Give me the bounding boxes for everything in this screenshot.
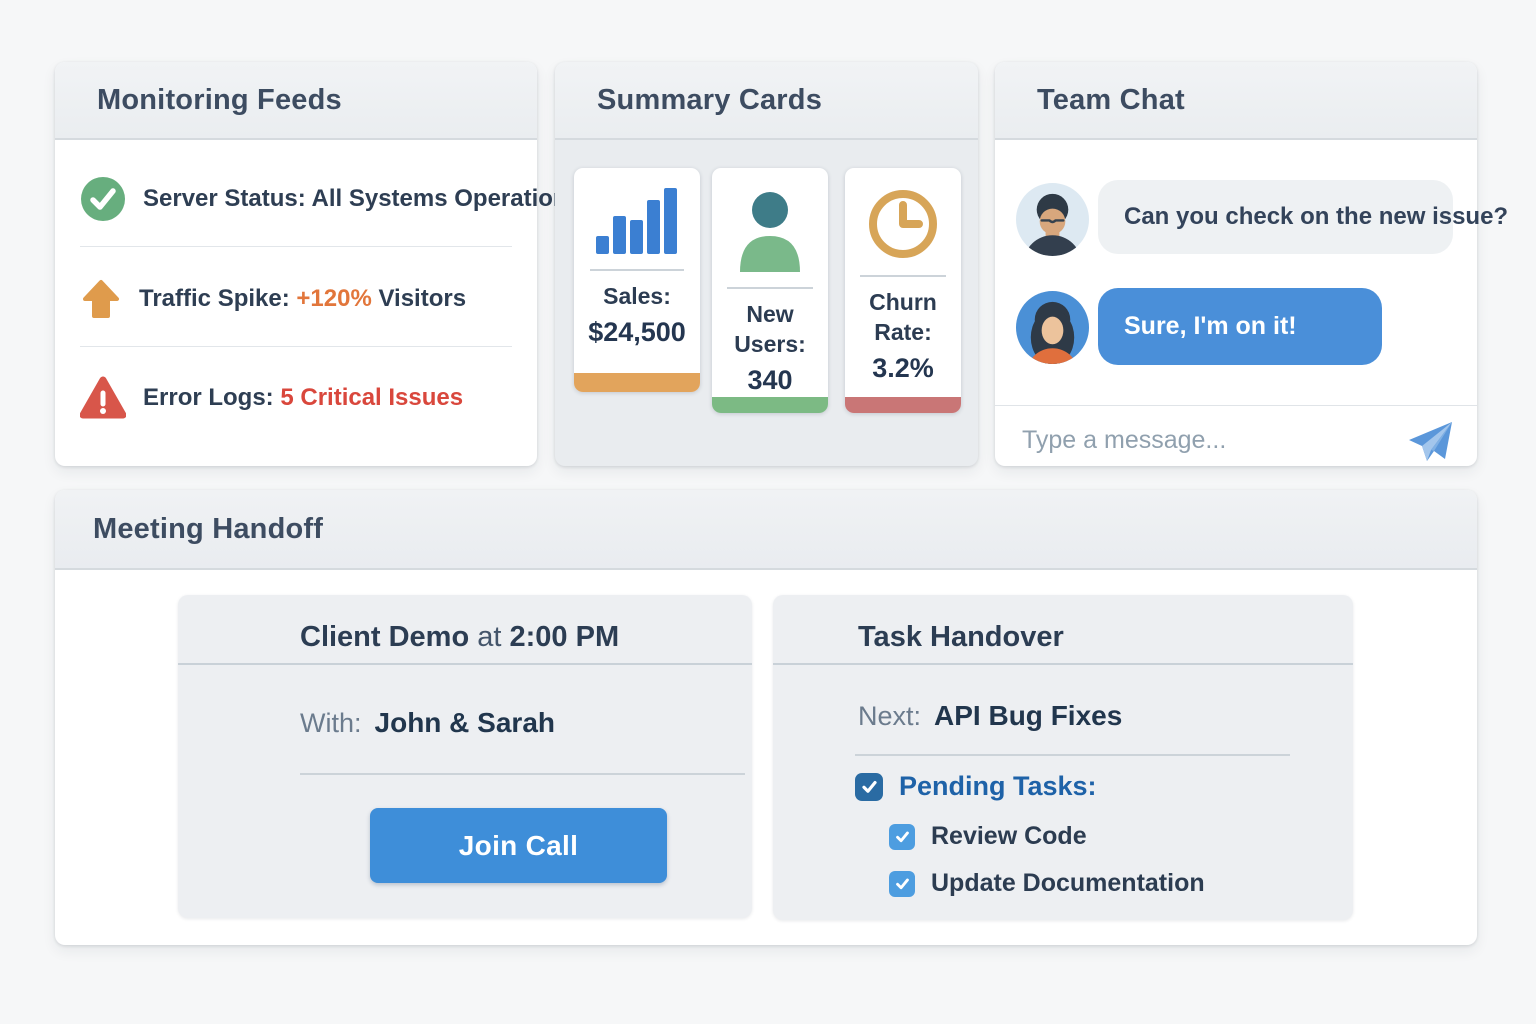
team-chat-header: Team Chat bbox=[995, 62, 1477, 140]
feed-row-traffic-spike: Traffic Spike: +120% Visitors bbox=[80, 276, 512, 322]
feed-text-post: Visitors bbox=[371, 285, 467, 312]
sales-accent-bar bbox=[574, 373, 700, 392]
divider bbox=[727, 287, 813, 289]
divider bbox=[995, 405, 1477, 406]
user-icon bbox=[730, 188, 810, 272]
sales-value: $24,500 bbox=[588, 317, 686, 347]
churn-rate-label: Churn Rate: bbox=[869, 289, 937, 345]
monitoring-feeds-title: Monitoring Feeds bbox=[97, 83, 342, 116]
arrow-up-icon bbox=[80, 278, 122, 320]
paper-plane-icon bbox=[1406, 420, 1454, 467]
pending-tasks-checkbox[interactable] bbox=[855, 772, 883, 801]
team-chat-panel: Team Chat Can you check on the new issue… bbox=[995, 62, 1508, 466]
chat-message-text: Can you check on the new issue? bbox=[1124, 203, 1509, 230]
client-demo-title-connector: at bbox=[469, 621, 510, 653]
divider bbox=[860, 275, 946, 277]
feed-text-accent: +120% bbox=[296, 285, 372, 312]
feed-row-server-status: Server Status: All Systems Operational bbox=[80, 176, 588, 222]
team-chat-title: Team Chat bbox=[1037, 83, 1185, 116]
chat-message-outgoing: Sure, I'm on it! bbox=[1098, 288, 1382, 365]
bar-chart-icon bbox=[593, 188, 681, 254]
with-value: John & Sarah bbox=[374, 707, 555, 738]
female-avatar bbox=[1015, 290, 1090, 365]
monitoring-feeds-header: Monitoring Feeds bbox=[55, 62, 537, 140]
divider bbox=[855, 754, 1290, 756]
churn-rate-card: Churn Rate: 3.2% bbox=[845, 168, 961, 413]
join-call-button[interactable]: Join Call bbox=[370, 808, 667, 883]
message-input[interactable] bbox=[1022, 417, 1382, 463]
next-value: API Bug Fixes bbox=[934, 700, 1123, 731]
new-users-value: 340 bbox=[747, 365, 793, 395]
summary-cards-panel: Summary Cards Sales: $24,500 New Users: … bbox=[555, 62, 978, 466]
task-row: Review Code bbox=[889, 822, 1087, 851]
sales-label: Sales: bbox=[603, 283, 671, 309]
new-users-label: New Users: bbox=[734, 301, 806, 357]
task-handover-card: Task Handover Next: API Bug Fixes Pendin… bbox=[773, 595, 1353, 920]
task-row: Update Documentation bbox=[889, 869, 1205, 898]
client-demo-card: Client Demo at 2:00 PM With: John & Sara… bbox=[178, 595, 752, 918]
divider bbox=[300, 773, 745, 775]
male-avatar bbox=[1015, 182, 1090, 257]
monitoring-feeds-panel: Monitoring Feeds Server Status: All Syst… bbox=[55, 62, 588, 466]
update-documentation-checkbox[interactable] bbox=[889, 870, 915, 897]
warning-triangle-icon bbox=[80, 376, 126, 420]
task-label: Update Documentation bbox=[931, 869, 1205, 897]
churn-rate-value: 3.2% bbox=[872, 353, 934, 383]
pending-tasks-row: Pending Tasks: bbox=[855, 771, 1097, 802]
meeting-handoff-title: Meeting Handoff bbox=[93, 512, 324, 545]
sales-card: Sales: $24,500 bbox=[574, 168, 700, 392]
divider bbox=[590, 269, 684, 271]
divider bbox=[178, 663, 752, 665]
new-users-accent-bar bbox=[712, 397, 828, 413]
new-users-card: New Users: 340 bbox=[712, 168, 828, 413]
chat-message-incoming: Can you check on the new issue? bbox=[1098, 180, 1508, 254]
feed-text-pre: Error Logs: bbox=[143, 384, 281, 411]
chat-message-text: Sure, I'm on it! bbox=[1124, 312, 1297, 340]
task-handover-title: Task Handover bbox=[858, 621, 1064, 653]
meeting-handoff-panel: Meeting Handoff Client Demo at 2:00 PM W… bbox=[55, 490, 1477, 945]
next-label: Next: bbox=[858, 701, 922, 731]
feed-row-error-logs: Error Logs: 5 Critical Issues bbox=[80, 375, 512, 421]
with-label: With: bbox=[300, 708, 362, 738]
feed-text-pre: Traffic Spike: bbox=[139, 285, 297, 312]
pending-tasks-label: Pending Tasks: bbox=[899, 771, 1097, 801]
divider bbox=[80, 346, 512, 347]
client-demo-title: Client Demo bbox=[300, 621, 470, 653]
task-label: Review Code bbox=[931, 822, 1087, 850]
meeting-handoff-header: Meeting Handoff bbox=[55, 490, 1477, 570]
churn-rate-accent-bar bbox=[845, 397, 961, 413]
client-demo-time: 2:00 PM bbox=[509, 621, 620, 653]
clock-icon bbox=[867, 188, 939, 260]
check-circle-icon bbox=[80, 176, 126, 222]
next-row: Next: API Bug Fixes bbox=[858, 700, 1122, 732]
feed-text-accent: 5 Critical Issues bbox=[280, 384, 464, 411]
with-row: With: John & Sarah bbox=[300, 707, 555, 739]
send-button[interactable] bbox=[1405, 420, 1455, 466]
divider bbox=[773, 663, 1353, 665]
divider bbox=[80, 246, 512, 247]
summary-cards-header: Summary Cards bbox=[555, 62, 978, 140]
review-code-checkbox[interactable] bbox=[889, 823, 915, 850]
feed-text-pre: Server Status: All Systems Operational bbox=[143, 185, 588, 212]
summary-cards-title: Summary Cards bbox=[597, 83, 823, 116]
